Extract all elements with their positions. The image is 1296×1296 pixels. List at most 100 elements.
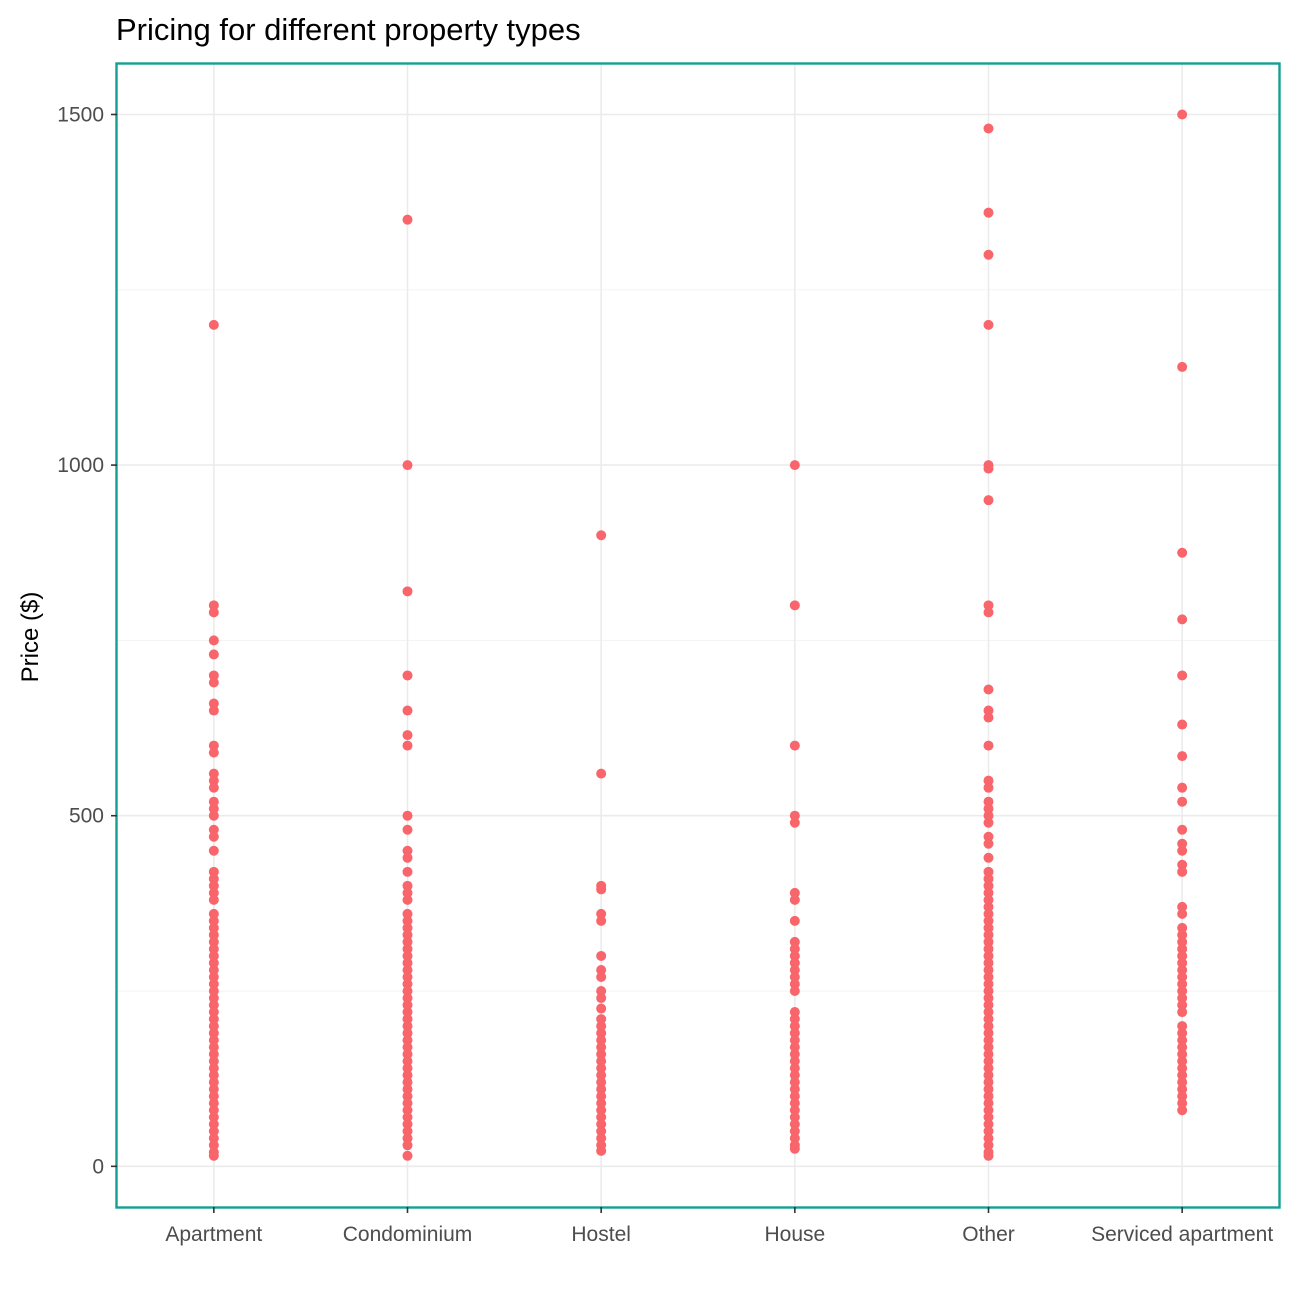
data-point [1177, 614, 1188, 625]
data-point [789, 887, 800, 898]
data-point [596, 908, 607, 919]
data-point [983, 319, 994, 330]
data-point [983, 1084, 994, 1095]
data-point [983, 796, 994, 807]
data-point [208, 880, 219, 891]
data-point [402, 705, 413, 716]
data-point [1177, 929, 1188, 940]
data-point [983, 782, 994, 793]
data-point [983, 964, 994, 975]
data-point [402, 908, 413, 919]
data-point [208, 1049, 219, 1060]
y-tick-label: 1500 [57, 103, 104, 126]
data-point [789, 1143, 800, 1154]
data-point [1177, 1105, 1188, 1116]
data-point [789, 1070, 800, 1081]
data-point [208, 873, 219, 884]
data-point [402, 1091, 413, 1102]
data-point [208, 1035, 219, 1046]
data-point [208, 1021, 219, 1032]
data-point [402, 1119, 413, 1130]
data-point [402, 1014, 413, 1025]
data-point [596, 971, 607, 982]
data-point [208, 635, 219, 646]
data-point [596, 1091, 607, 1102]
data-point [402, 1007, 413, 1018]
data-point [983, 1042, 994, 1053]
data-point [983, 894, 994, 905]
data-point [789, 936, 800, 947]
data-point [789, 600, 800, 611]
data-point [1177, 1063, 1188, 1074]
data-point [402, 586, 413, 597]
data-point [1177, 859, 1188, 870]
data-point [402, 929, 413, 940]
data-point [208, 1091, 219, 1102]
data-point [208, 936, 219, 947]
data-point [596, 1077, 607, 1088]
data-point [208, 607, 219, 618]
data-point [789, 1028, 800, 1039]
data-point [983, 838, 994, 849]
x-tick-label: Serviced apartment [1091, 1223, 1273, 1246]
data-point [789, 810, 800, 821]
data-point [402, 894, 413, 905]
data-point [789, 964, 800, 975]
data-point [208, 845, 219, 856]
data-point [596, 1126, 607, 1137]
data-point [983, 1105, 994, 1116]
data-point [208, 831, 219, 842]
data-point [789, 1077, 800, 1088]
data-point [789, 1063, 800, 1074]
data-point [1177, 1021, 1188, 1032]
data-point [1177, 1042, 1188, 1053]
data-point [983, 600, 994, 611]
data-point [789, 1091, 800, 1102]
data-point [789, 1084, 800, 1095]
data-point [1177, 838, 1188, 849]
data-point [1177, 1028, 1188, 1039]
data-point [983, 712, 994, 723]
data-point [208, 796, 219, 807]
data-point [208, 803, 219, 814]
data-point [596, 1145, 607, 1156]
panel-border [115, 62, 1281, 1209]
x-tick-label: House [764, 1223, 825, 1246]
axes: 0 500 1000 1500 Apartment Condominium Hostel Ho… [57, 103, 1273, 1246]
data-point [402, 1098, 413, 1109]
data-point [1177, 1035, 1188, 1046]
data-point [208, 1007, 219, 1018]
data-point [1177, 908, 1188, 919]
data-point [983, 936, 994, 947]
data-point [983, 831, 994, 842]
data-point [208, 747, 219, 758]
data-point [983, 1049, 994, 1060]
data-point [208, 929, 219, 940]
data-point [983, 852, 994, 863]
data-point [402, 214, 413, 225]
data-point [208, 1133, 219, 1144]
data-point [596, 1133, 607, 1144]
data-point [1177, 950, 1188, 961]
data-point [983, 1133, 994, 1144]
data-point [789, 950, 800, 961]
data-point [208, 1098, 219, 1109]
data-point [208, 319, 219, 330]
data-point [983, 1119, 994, 1130]
data-point [208, 1119, 219, 1130]
data-point [983, 986, 994, 997]
data-point [789, 1049, 800, 1060]
data-point [789, 1098, 800, 1109]
data-point [208, 894, 219, 905]
data-point [596, 884, 607, 895]
data-point [983, 950, 994, 961]
data-point [402, 730, 413, 741]
data-point [789, 1014, 800, 1025]
data-point [983, 495, 994, 506]
data-point [789, 915, 800, 926]
data-point [1177, 796, 1188, 807]
data-point [983, 123, 994, 134]
data-point [983, 880, 994, 891]
data-point [402, 1049, 413, 1060]
data-point [983, 463, 994, 474]
